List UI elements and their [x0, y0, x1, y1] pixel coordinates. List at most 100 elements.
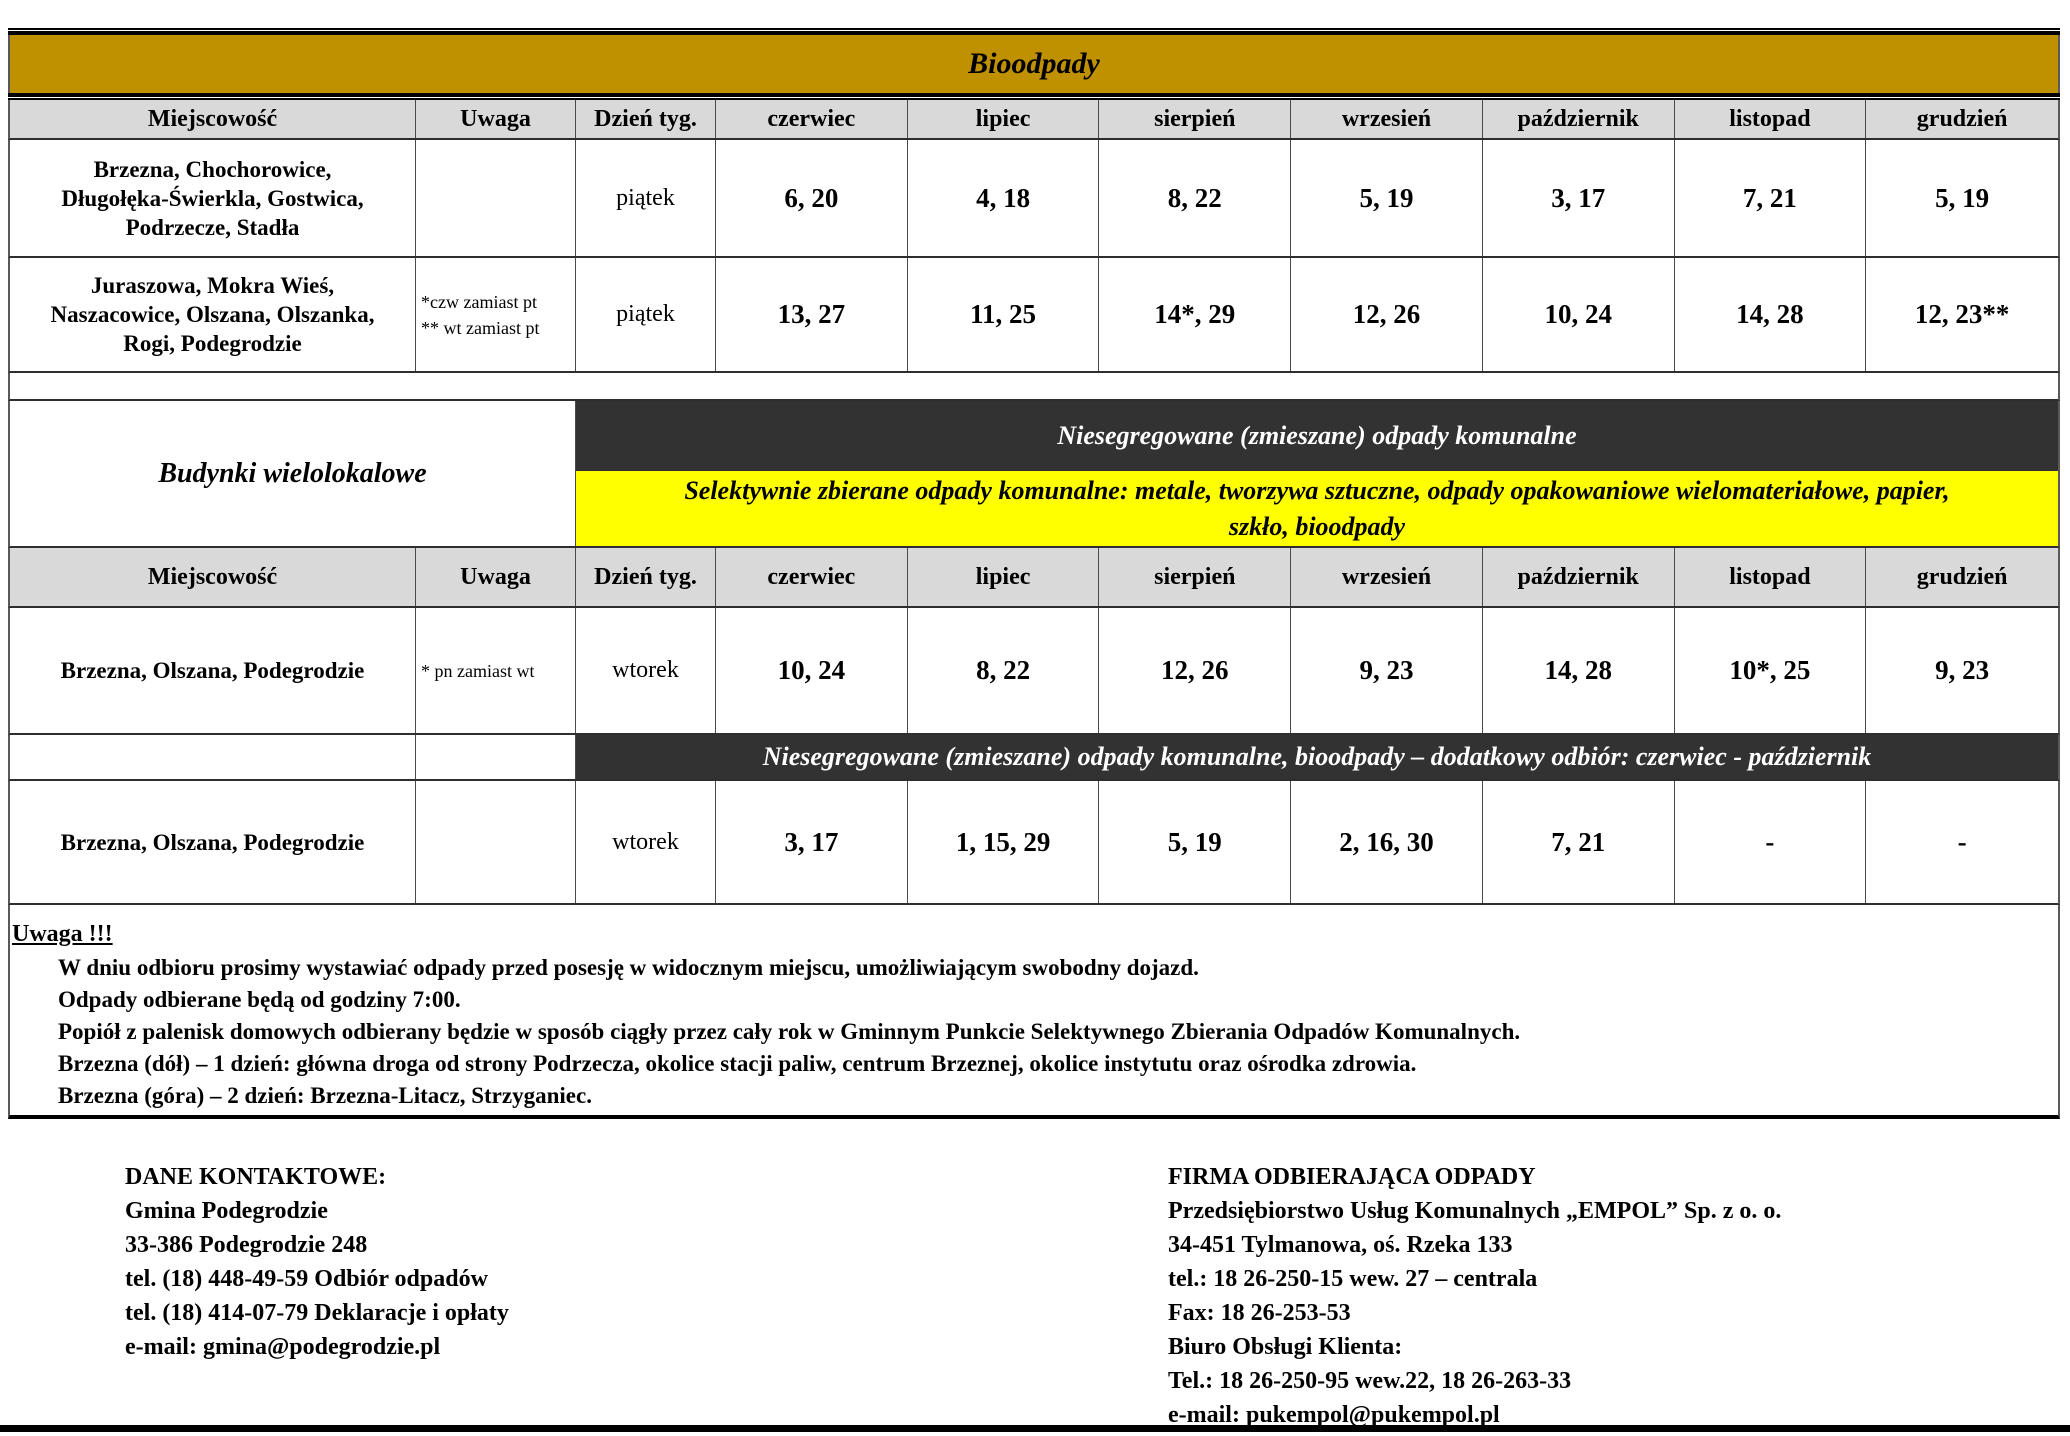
column-header-sierpien: sierpień	[1099, 100, 1292, 138]
dates-cell-grudzien: -	[1957, 826, 1967, 857]
contacts-section: DANE KONTAKTOWE: Gmina Podegrodzie 33-38…	[8, 1119, 2060, 1428]
column-header-uwaga: Uwaga	[416, 100, 576, 138]
dates-cell-wrzesien: 5, 19	[1291, 140, 1483, 256]
column-header-listopad: listopad	[1674, 100, 1867, 138]
dates-cell-sierpien: 12, 26	[1099, 608, 1292, 733]
column-header-grudzien: grudzień	[1866, 100, 2058, 138]
empty-cell	[416, 735, 576, 779]
dates-cell-pazdziernik: 14, 28	[1483, 608, 1675, 733]
additional-banner-row: Niesegregowane (zmieszane) odpady komuna…	[8, 735, 2060, 781]
multi-section-banner-row: Budynki wielolokalowe Niesegregowane (zm…	[8, 401, 2060, 548]
bio-table-row-2: Juraszowa, Mokra Wieś, Naszacowice, Olsz…	[8, 258, 2060, 373]
place-cell: Brzezna, Chochorowice, Długołęka-Świerkl…	[10, 140, 416, 256]
bio-table-row-1: Brzezna, Chochorowice, Długołęka-Świerkl…	[8, 140, 2060, 258]
multi-table-row-additional: Brzezna, Olszana, Podegrodzie wtorek 3, …	[8, 781, 2060, 905]
contact-line: tel.: 18 26-250-15 wew. 27 – centrala	[1168, 1266, 1538, 1292]
multi-header-row: Miejscowość Uwaga Dzień tyg. czerwiec li…	[8, 548, 2060, 608]
dates-cell-sierpien: 14*, 29	[1099, 258, 1292, 371]
notes-section: Uwaga !!! W dniu odbioru prosimy wystawi…	[8, 905, 2060, 1119]
note-line: Brzezna (dół) – 1 dzień: główna droga od…	[58, 1051, 1417, 1076]
dates-cell-pazdziernik: 7, 21	[1483, 781, 1675, 903]
dates-cell-pazdziernik: 10, 24	[1483, 258, 1675, 371]
column-header-czerwiec: czerwiec	[716, 548, 908, 606]
dates-cell-czerwiec: 3, 17	[716, 781, 908, 903]
bioodpady-title: Bioodpady	[968, 47, 1100, 80]
contact-line: 34-451 Tylmanowa, oś. Rzeka 133	[1168, 1232, 1513, 1258]
column-header-lipiec: lipiec	[907, 100, 1100, 138]
contact-line: Biuro Obsługi Klienta:	[1168, 1334, 1403, 1360]
column-header-dzien-tyg: Dzień tyg.	[576, 100, 716, 138]
column-header-grudzien: grudzień	[1866, 548, 2058, 606]
contact-title: DANE KONTAKTOWE:	[125, 1164, 387, 1190]
contact-line-email: e-mail: pukempol@pukempol.pl	[1168, 1402, 1500, 1428]
note-line: W dniu odbioru prosimy wystawiać odpady …	[58, 955, 1199, 980]
schedule-document: Bioodpady Miejscowość Uwaga Dzień tyg. c…	[8, 28, 2060, 1428]
contact-line: Gmina Podegrodzie	[125, 1198, 328, 1224]
column-header-sierpien: sierpień	[1099, 548, 1292, 606]
dates-cell-wrzesien: 12, 26	[1291, 258, 1483, 371]
note-line: Popiół z palenisk domowych odbierany będ…	[58, 1019, 1521, 1044]
section-label-budynki-wielolokalowe: Budynki wielolokalowe	[10, 401, 576, 546]
place-cell: Brzezna, Olszana, Podegrodzie	[10, 781, 416, 903]
top-double-rule	[8, 28, 2060, 35]
column-header-czerwiec: czerwiec	[716, 100, 908, 138]
column-header-wrzesien: wrzesień	[1291, 548, 1483, 606]
contact-line-email: e-mail: gmina@podegrodzie.pl	[125, 1334, 441, 1360]
note-line: Odpady odbierane będą od godziny 7:00.	[58, 987, 461, 1012]
table-spacer-row	[8, 373, 2060, 401]
remark-cell	[416, 781, 576, 903]
place-cell: Brzezna, Olszana, Podegrodzie	[10, 608, 416, 733]
dates-cell-lipiec: 4, 18	[908, 140, 1100, 256]
remark-cell	[416, 140, 576, 256]
multi-table-row-main: Brzezna, Olszana, Podegrodzie * pn zamia…	[8, 608, 2060, 735]
bio-header-row: Miejscowość Uwaga Dzień tyg. czerwiec li…	[8, 100, 2060, 140]
dates-cell-pazdziernik: 3, 17	[1483, 140, 1675, 256]
dates-cell-wrzesien: 2, 16, 30	[1291, 781, 1483, 903]
note-line: Brzezna (góra) – 2 dzień: Brzezna-Litacz…	[58, 1083, 592, 1108]
weekday-cell: piątek	[576, 258, 716, 371]
bottom-rule	[0, 1425, 2070, 1432]
banner-niesegregowane: Niesegregowane (zmieszane) odpady komuna…	[576, 401, 2058, 471]
dates-cell-grudzien: 9, 23	[1935, 655, 1990, 685]
remark-cell: * pn zamiast wt	[416, 608, 576, 733]
dates-cell-grudzien: 12, 23**	[1914, 299, 2010, 329]
dates-cell-listopad: -	[1675, 781, 1867, 903]
banner-selektywne: Selektywnie zbierane odpady komunalne: m…	[576, 471, 2058, 546]
weekday-cell: wtorek	[576, 608, 716, 733]
title-bottom-double-rule	[8, 93, 2060, 100]
contact-line: Fax: 18 26-253-53	[1168, 1300, 1351, 1326]
contact-title: FIRMA ODBIERAJĄCA ODPADY	[1168, 1164, 1536, 1190]
dates-cell-listopad: 7, 21	[1675, 140, 1867, 256]
contact-line: tel. (18) 414-07-79 Deklaracje i opłaty	[125, 1300, 509, 1326]
weekday-cell: piątek	[576, 140, 716, 256]
dates-cell-czerwiec: 6, 20	[716, 140, 908, 256]
contact-block-gmina: DANE KONTAKTOWE: Gmina Podegrodzie 33-38…	[125, 1160, 509, 1364]
column-header-lipiec: lipiec	[907, 548, 1100, 606]
dates-cell-lipiec: 11, 25	[908, 258, 1100, 371]
remark-cell: *czw zamiast pt ** wt zamiast pt	[416, 258, 576, 371]
contact-line: tel. (18) 448-49-59 Odbiór odpadów	[125, 1266, 488, 1292]
column-header-pazdziernik: październik	[1482, 548, 1675, 606]
dates-cell-sierpien: 8, 22	[1099, 140, 1292, 256]
column-header-dzien-tyg: Dzień tyg.	[576, 548, 716, 606]
contact-block-firma: FIRMA ODBIERAJĄCA ODPADY Przedsiębiorstw…	[1168, 1160, 1781, 1432]
notes-title: Uwaga !!!	[12, 921, 113, 947]
dates-cell-wrzesien: 9, 23	[1291, 608, 1483, 733]
weekday-cell: wtorek	[576, 781, 716, 903]
dates-cell-lipiec: 1, 15, 29	[908, 781, 1100, 903]
dates-cell-czerwiec: 13, 27	[716, 258, 908, 371]
banner-dodatkowy-odbior: Niesegregowane (zmieszane) odpady komuna…	[576, 735, 2058, 779]
column-header-wrzesien: wrzesień	[1291, 100, 1483, 138]
column-header-uwaga: Uwaga	[416, 548, 576, 606]
column-header-listopad: listopad	[1674, 548, 1867, 606]
place-cell: Juraszowa, Mokra Wieś, Naszacowice, Olsz…	[10, 258, 416, 371]
dates-cell-lipiec: 8, 22	[908, 608, 1100, 733]
dates-cell-listopad: 14, 28	[1675, 258, 1867, 371]
dates-cell-czerwiec: 10, 24	[716, 608, 908, 733]
bioodpady-title-bar: Bioodpady	[8, 35, 2060, 93]
empty-cell	[10, 735, 416, 779]
column-header-miejscowosc: Miejscowość	[10, 100, 416, 138]
contact-line: 33-386 Podegrodzie 248	[125, 1232, 368, 1258]
column-header-miejscowosc: Miejscowość	[10, 548, 416, 606]
